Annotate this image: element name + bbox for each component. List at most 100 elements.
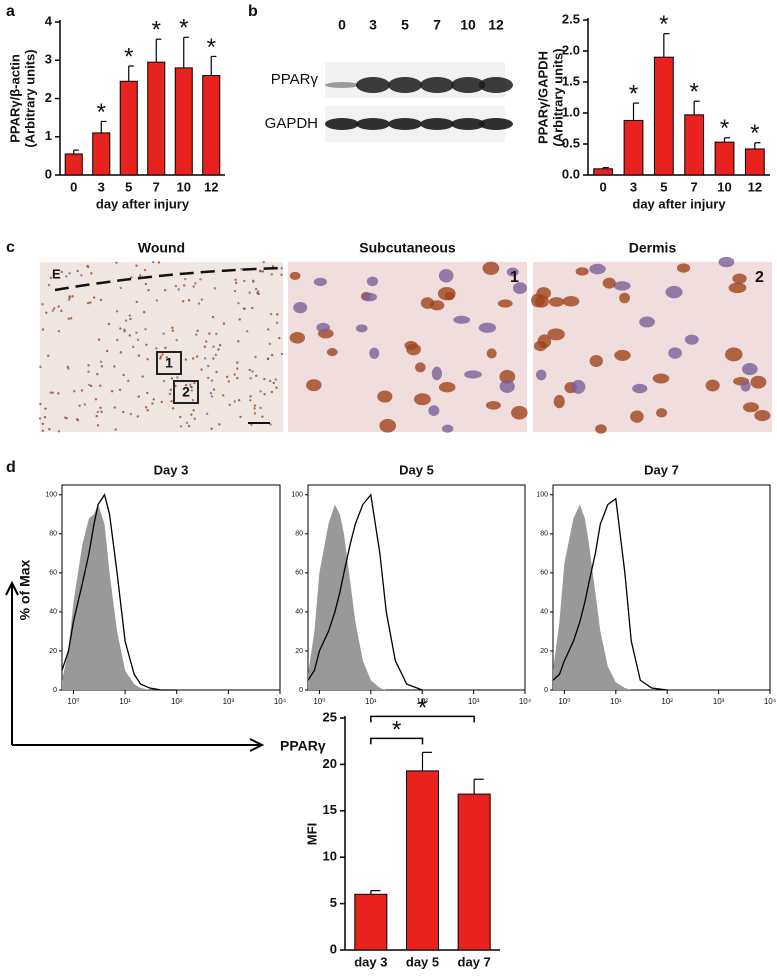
panel-label: d [6, 459, 16, 476]
cell [179, 425, 183, 428]
cell [144, 282, 148, 286]
cell [49, 391, 52, 394]
cell [684, 334, 699, 345]
cell [66, 365, 70, 369]
y-tick-label: 0 [299, 687, 303, 694]
cell [212, 357, 215, 360]
flow-y-label: % of Max [17, 559, 33, 620]
cell [128, 334, 131, 337]
cell [243, 307, 246, 310]
cell [192, 285, 195, 288]
y-tick-label: 1.0 [562, 104, 580, 119]
cell [69, 317, 73, 320]
cell [179, 415, 182, 419]
cell [256, 291, 259, 295]
cell [553, 394, 565, 409]
cell [191, 357, 195, 360]
cell [271, 265, 275, 268]
cell [136, 415, 139, 418]
significance-star: * [207, 34, 216, 61]
cell [190, 389, 193, 392]
x-tick-label: 10⁴ [274, 697, 287, 706]
blot-band [325, 82, 359, 88]
cell [253, 412, 257, 415]
cell [602, 277, 616, 289]
cell [135, 300, 138, 304]
bar [202, 75, 221, 176]
significance-bracket [370, 715, 475, 723]
cell [193, 381, 196, 385]
cell [170, 377, 174, 380]
cell [78, 404, 81, 407]
cell [252, 280, 255, 283]
x-tick-label: 0 [600, 179, 607, 194]
y-tick-label: 2 [45, 90, 52, 105]
blot-band [451, 77, 485, 93]
cell [165, 356, 168, 359]
cell [65, 275, 68, 278]
y-tick-label: 4 [45, 13, 53, 28]
cell [64, 416, 67, 419]
cell [233, 289, 237, 293]
cell [57, 329, 61, 333]
cell [212, 388, 216, 391]
lane-label: 12 [488, 17, 504, 33]
cell [68, 295, 71, 298]
zoom-box [173, 380, 199, 404]
cell [227, 380, 231, 383]
blot-band [479, 77, 513, 93]
cell [270, 353, 274, 357]
significance-star: * [750, 120, 759, 147]
y-tick-label: 60 [540, 570, 548, 577]
cell [512, 282, 528, 294]
x-axis-label: day after injury [96, 196, 190, 211]
cell [718, 256, 735, 268]
cell [464, 370, 482, 379]
cell [211, 315, 215, 319]
cell [562, 296, 580, 307]
cell [187, 299, 191, 302]
lane-label: 5 [401, 17, 409, 33]
cell [293, 302, 308, 314]
cell [316, 322, 331, 333]
histogram-area [308, 504, 423, 690]
cell [182, 284, 186, 287]
x-tick-label: 0 [70, 179, 77, 194]
x-tick-label: 10² [416, 697, 428, 706]
cell [254, 287, 258, 291]
cell [750, 375, 767, 389]
cell [38, 417, 42, 420]
cell [137, 395, 141, 398]
cell [236, 361, 239, 364]
cell [355, 324, 368, 333]
cell [146, 409, 149, 412]
cell [57, 392, 60, 395]
cell [89, 301, 92, 304]
cell [136, 338, 140, 341]
cell [99, 406, 102, 409]
cell [665, 285, 683, 299]
cell [68, 272, 71, 275]
cell [444, 292, 455, 301]
cell [280, 273, 283, 276]
x-tick-label: 12 [204, 179, 218, 194]
cell [100, 365, 104, 368]
cell [43, 415, 47, 419]
y-axis-label: (Arbitrary units) [22, 49, 37, 147]
cell [218, 343, 222, 347]
cell [258, 269, 262, 273]
cell [326, 348, 338, 357]
cell [67, 298, 71, 301]
cell [80, 274, 83, 277]
cell [269, 312, 273, 316]
cell [161, 353, 164, 356]
y-tick-label: 80 [295, 531, 303, 538]
cell [89, 384, 93, 388]
bar [147, 61, 166, 176]
x-tick-label: 10⁰ [313, 697, 325, 706]
cell [249, 395, 252, 398]
cell [87, 370, 90, 373]
chart-title: Day 5 [399, 462, 434, 477]
cell [237, 301, 240, 305]
bar [714, 141, 735, 176]
